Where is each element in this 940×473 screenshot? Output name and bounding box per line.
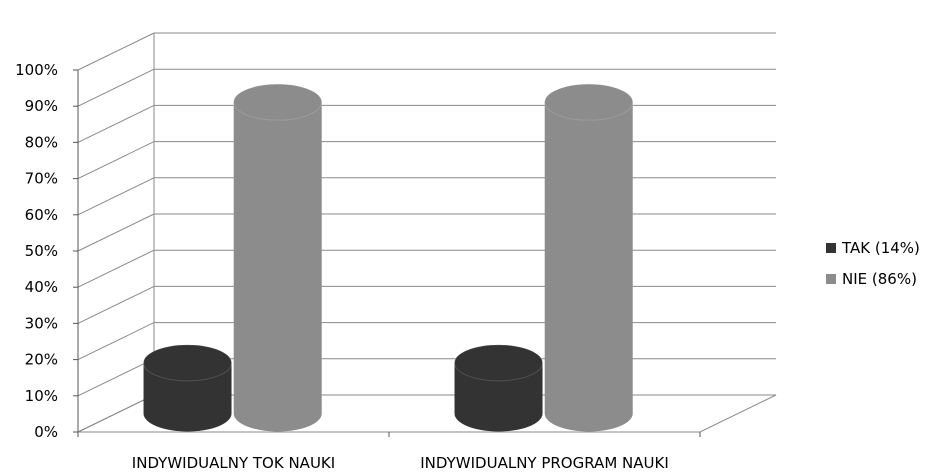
y-tick-label: 90% (25, 97, 58, 115)
labels: 0% 10% 20% 30% 40% 50% 60% 70% 80% 90% 100% INDYWID… (15, 61, 669, 472)
bar-top (454, 344, 544, 382)
gridline-diagonal (77, 141, 155, 180)
bar-tak (454, 344, 544, 432)
y-tick-label: 0% (34, 423, 58, 441)
x-category-label: INDYWIDUALNY TOK NAUKI (132, 454, 335, 472)
bar-tak (143, 344, 233, 432)
legend: TAK (14%) NIE (86%) (826, 239, 920, 288)
gridline-diagonal (77, 32, 155, 71)
bar-nie (544, 83, 634, 432)
legend-swatch (826, 243, 836, 253)
y-tick-label: 40% (25, 278, 58, 296)
bar-body (233, 102, 322, 432)
bar-top (143, 344, 233, 382)
y-tick-label: 100% (15, 61, 58, 79)
y-tick-label: 70% (25, 170, 58, 188)
bar-body (143, 362, 232, 432)
gridline-diagonal (77, 285, 155, 324)
bar-nie (233, 83, 323, 432)
bar-body (454, 362, 543, 432)
y-tick-label: 10% (25, 387, 58, 405)
bar-top (233, 83, 323, 121)
axes (73, 69, 701, 437)
gridline-diagonal (77, 213, 155, 252)
legend-swatch (826, 274, 836, 284)
legend-label: NIE (86%) (842, 270, 917, 288)
floor (77, 394, 777, 433)
gridline-diagonal (77, 249, 155, 288)
gridline-diagonal (77, 358, 155, 397)
gridline-diagonal (77, 68, 155, 107)
y-tick-label: 60% (25, 206, 58, 224)
legend-label: TAK (14%) (841, 239, 920, 257)
y-tick-label: 50% (25, 242, 58, 260)
y-tick-label: 20% (25, 351, 58, 369)
x-category-label: INDYWIDUALNY PROGRAM NAUKI (420, 454, 669, 472)
y-tick-label: 80% (25, 133, 58, 151)
gridline-diagonal (77, 104, 155, 143)
bar-body (544, 102, 633, 432)
y-tick-label: 30% (25, 314, 58, 332)
bars (143, 83, 634, 432)
bar-top (544, 83, 634, 121)
gridline-diagonal (77, 322, 155, 361)
gridline-diagonal (77, 177, 155, 216)
